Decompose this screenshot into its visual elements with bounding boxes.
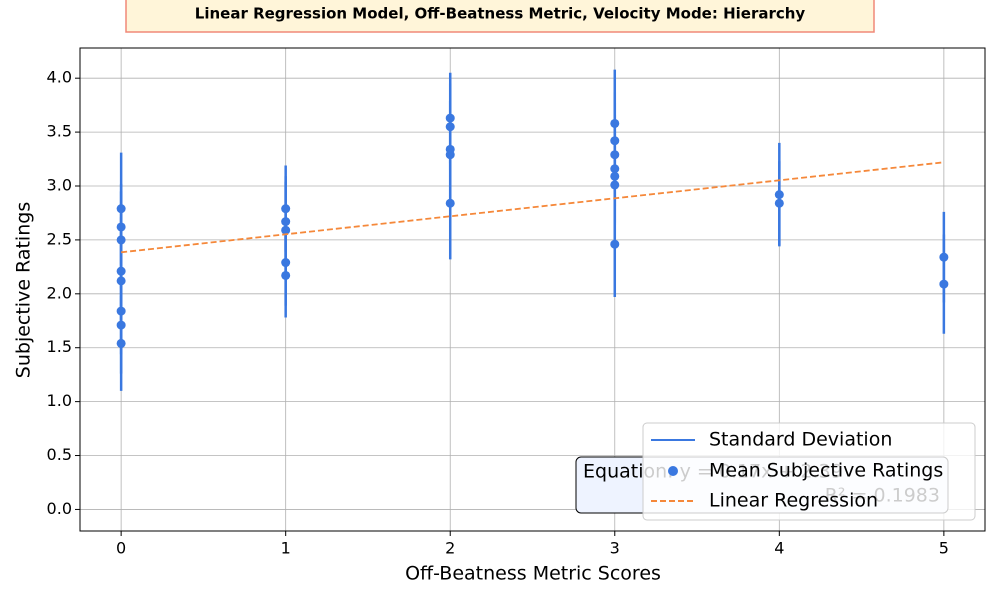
data-point	[610, 136, 620, 146]
y-tick-label: 0.5	[47, 445, 72, 464]
plot-frame	[79, 47, 986, 532]
y-tick-label: 1.5	[47, 337, 72, 356]
y-tick-label: 2.0	[47, 283, 72, 302]
x-tick-label: 0	[116, 539, 126, 558]
data-point	[610, 171, 620, 181]
data-point	[610, 150, 620, 160]
y-tick-label: 0.0	[47, 499, 72, 518]
y-tick-label: 1.0	[47, 391, 72, 410]
data-point	[445, 150, 455, 160]
x-tick-label: 1	[281, 539, 291, 558]
y-tick-label: 2.5	[47, 229, 72, 248]
data-point	[774, 198, 784, 208]
title-box	[125, 0, 875, 33]
data-point	[116, 276, 126, 286]
data-point	[281, 217, 291, 227]
data-point	[445, 198, 455, 208]
data-point	[116, 235, 126, 245]
data-point	[116, 320, 126, 330]
data-point	[116, 266, 126, 276]
x-axis-label: Off-Beatness Metric Scores	[405, 563, 661, 585]
legend-box	[642, 422, 976, 521]
y-tick-label: 3.0	[47, 176, 72, 195]
data-point	[116, 204, 126, 214]
x-tick-label: 2	[445, 539, 455, 558]
legend-swatch	[668, 466, 678, 476]
data-point	[116, 222, 126, 232]
data-point	[445, 122, 455, 132]
data-point	[610, 118, 620, 128]
regression-line	[121, 161, 944, 254]
legend-label: Linear Regression	[709, 490, 878, 512]
legend-label: Mean Subjective Ratings	[709, 460, 943, 482]
data-point	[116, 338, 126, 348]
data-point	[281, 204, 291, 214]
data-point	[281, 270, 291, 280]
data-point	[610, 164, 620, 174]
x-tick-label: 5	[939, 539, 949, 558]
data-point	[610, 239, 620, 249]
data-point	[610, 180, 620, 190]
y-tick-label: 3.5	[47, 122, 72, 141]
legend-label: Standard Deviation	[709, 429, 892, 451]
data-point	[939, 252, 949, 262]
data-point	[281, 225, 291, 235]
chart-title: Linear Regression Model, Off-Beatness Me…	[195, 5, 806, 23]
data-point	[116, 306, 126, 316]
data-point	[445, 113, 455, 123]
x-tick-label: 3	[610, 539, 620, 558]
y-tick-label: 4.0	[47, 68, 72, 87]
x-tick-label: 4	[774, 539, 784, 558]
data-point	[281, 258, 291, 268]
data-point	[939, 279, 949, 289]
data-point	[774, 190, 784, 200]
y-axis-label: Subjective Ratings	[13, 202, 35, 378]
